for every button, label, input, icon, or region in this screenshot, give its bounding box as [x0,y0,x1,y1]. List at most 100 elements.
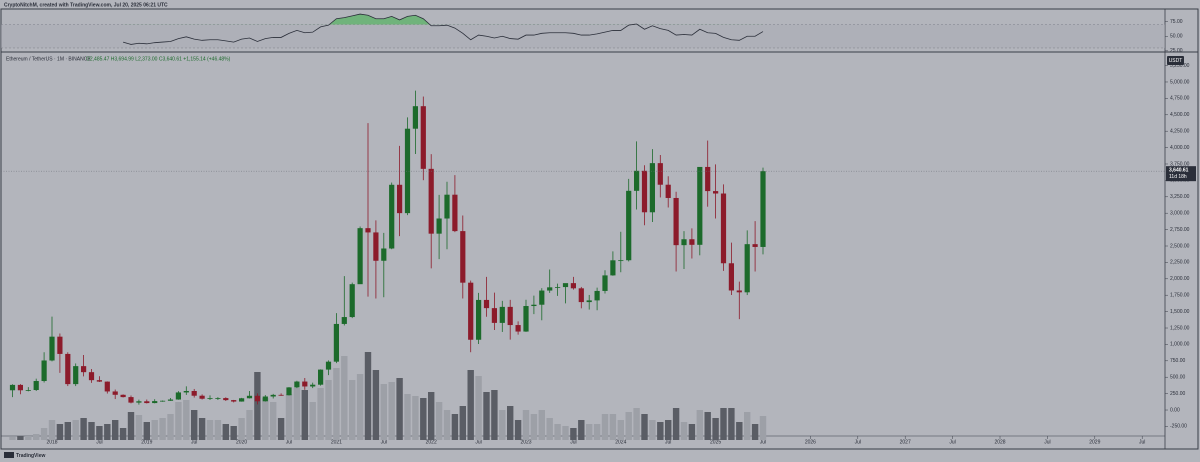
candle-body [618,260,624,262]
volume-bar [317,388,324,440]
rsi-tick-label: 25.00 [1170,48,1183,54]
volume-bar [562,426,569,440]
rsi-tick-label: 50.00 [1170,34,1183,40]
candle-body [476,299,482,340]
y-tick-label: 1,250.00 [1170,325,1190,331]
candle-body [491,308,497,323]
volume-bar [428,392,435,440]
candle-body [96,380,102,382]
volume-bar [570,428,577,440]
volume-bar [459,406,466,440]
volume-bar [64,422,71,440]
candle-body [673,197,679,246]
volume-bar [127,412,135,440]
currency: USDT [1169,58,1183,64]
candle-body [9,384,16,391]
volume-bar [451,414,459,440]
volume-bar [728,408,735,440]
x-tick-label: Jul [381,439,387,445]
candle-body [697,166,703,245]
volume-bar [48,420,56,440]
candle-body [752,244,758,247]
y-tick-label: 3,750.00 [1170,161,1190,167]
volume-bar [301,390,308,440]
candle-body [578,288,584,303]
rsi-tick-label: 75.00 [1170,19,1183,25]
y-tick-label: 1,500.00 [1170,309,1190,315]
volume-bar [665,420,672,440]
candle-body [420,106,426,169]
candle-body [223,398,229,401]
x-tick-label: Jul [286,439,292,445]
x-tick-label: 2025 [710,439,721,445]
volume-bar [388,382,395,440]
volume-bar [625,412,632,440]
volume-bar [657,422,664,440]
volume-bar [167,414,174,440]
volume-bar [364,352,372,440]
volume-bar [751,424,759,440]
y-tick-label: 5,250.00 [1170,63,1190,69]
candle-body [144,401,150,404]
volume-bar [396,378,403,440]
volume-bar [175,402,182,440]
candle-body [278,394,284,396]
candle-body [657,163,663,185]
candle-body [112,391,118,395]
x-tick-label: Jul [855,439,861,445]
candle-body [713,191,719,194]
candle-body [239,398,245,402]
x-tick-label: 2021 [331,439,342,445]
volume-bar [420,398,427,440]
volume-bar [88,422,95,440]
candle-body [602,275,608,291]
candle-body [555,287,561,288]
candle-body [720,193,727,264]
y-tick-label: 0.00 [1170,407,1180,413]
volume-bar [483,392,490,440]
candle-body [444,194,450,219]
candle-body [562,283,569,288]
candle-body [65,353,71,385]
x-tick-label: 2019 [141,439,152,445]
candle-body [681,239,687,246]
x-tick-label: 2018 [46,439,57,445]
volume-bar [696,410,703,440]
candle-body [341,317,347,324]
volume-bar [159,418,166,440]
candle-body [104,381,110,392]
candle-body [665,184,671,198]
ohlc-legend: O2,485.47 H3,694.99 L2,373.00 C3,640.61 … [86,56,231,62]
candle-body [412,106,418,129]
y-tick-label: 1,750.00 [1170,293,1190,299]
candle-body [531,304,537,307]
candle-body [128,397,134,403]
volume-bar [704,412,711,440]
volume-bar [538,410,545,440]
volume-bar [206,420,214,440]
price-pane [0,51,1199,450]
volume-bar [744,412,751,440]
candle-body [33,381,39,391]
volume-bar [712,418,719,440]
candle-body [262,396,268,402]
candle-body [705,166,711,192]
y-tick-label: 2,500.00 [1170,243,1190,249]
volume-bar [522,410,530,440]
volume-bar [349,380,356,440]
candle-body [199,395,205,399]
x-tick-label: 2023 [520,439,531,445]
candle-body [594,290,600,301]
candle-body [357,228,363,285]
candle-body [539,290,545,305]
volume-bar [112,420,119,440]
volume-bar [143,422,150,440]
candle-body [349,284,355,318]
candle-body [183,390,189,393]
candle-body [286,387,292,396]
volume-bar [25,436,32,440]
candle-body [728,263,734,291]
candle-body [25,390,31,391]
x-tick-label: Jul [96,439,102,445]
